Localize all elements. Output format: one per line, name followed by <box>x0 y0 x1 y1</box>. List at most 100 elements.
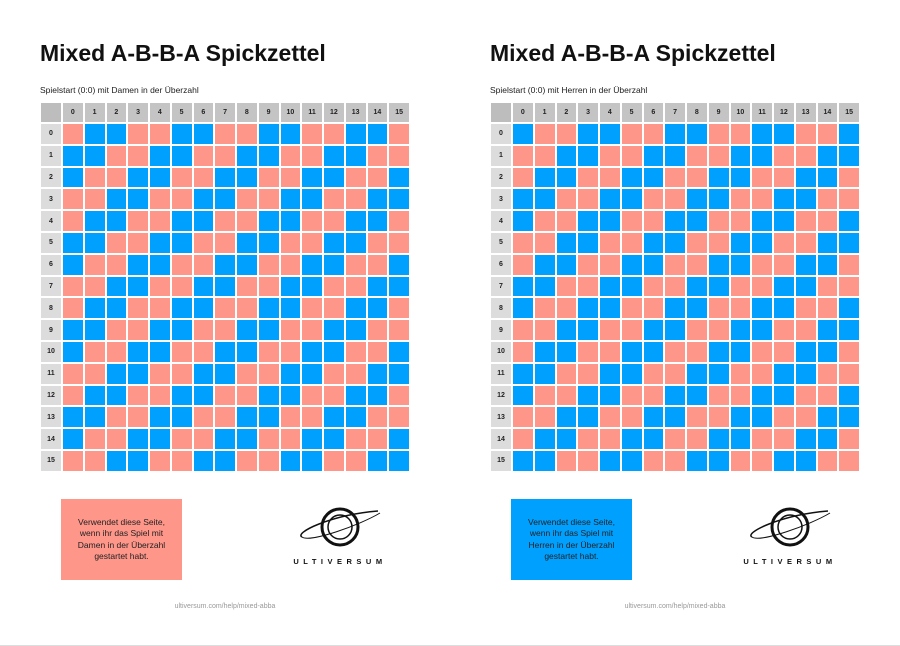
grid-cell <box>257 297 280 320</box>
grid-cell <box>838 362 860 385</box>
grid-cell <box>816 166 839 189</box>
grid-cell <box>388 275 410 298</box>
grid-cell <box>773 297 795 320</box>
grid-cell <box>664 428 686 450</box>
grid-cell <box>62 384 84 407</box>
grid-cell <box>664 449 686 472</box>
grid-cell <box>323 319 345 341</box>
grid-cell <box>344 449 367 472</box>
grid-cell <box>83 428 106 450</box>
grid-cell <box>83 144 106 167</box>
grid-cell <box>620 406 643 429</box>
grid-cell <box>642 340 665 363</box>
grid-cell <box>257 449 280 472</box>
grid-cell <box>729 166 752 189</box>
grid-cell <box>344 319 367 341</box>
column-header: 13 <box>344 102 367 123</box>
grid-cell <box>751 210 773 232</box>
grid-cell <box>127 362 149 385</box>
help-url[interactable]: ultiversum.com/help/mixed-abba <box>174 603 276 610</box>
grid-cell <box>149 166 171 189</box>
grid-cell <box>664 297 686 320</box>
grid-cell <box>301 319 323 341</box>
grid-cell <box>794 210 817 232</box>
grid-cell <box>751 166 773 189</box>
column-header: 11 <box>301 102 323 123</box>
grid-cell <box>707 449 730 472</box>
grid-cell <box>105 340 128 363</box>
grid-cell <box>257 188 280 211</box>
grid-cell <box>388 166 410 189</box>
row-header: 13 <box>490 406 512 429</box>
grid-cell <box>366 297 389 320</box>
grid-cell <box>555 406 578 429</box>
help-url[interactable]: ultiversum.com/help/mixed-abba <box>624 603 726 610</box>
grid-cell <box>838 384 860 407</box>
row-header: 11 <box>40 362 62 385</box>
grid-cell <box>751 406 773 429</box>
grid-cell <box>620 428 643 450</box>
grid-cell <box>192 210 215 232</box>
grid-cell <box>323 275 345 298</box>
grid-cell <box>323 231 345 254</box>
grid-cell <box>686 449 708 472</box>
grid-cell <box>707 428 730 450</box>
grid-cell <box>192 449 215 472</box>
grid-cell <box>512 210 534 232</box>
row-header: 10 <box>490 340 512 363</box>
grid-cell <box>62 231 84 254</box>
grid-cell <box>83 449 106 472</box>
grid-cell <box>577 144 599 167</box>
grid-cell <box>323 210 345 232</box>
grid-cell <box>533 188 556 211</box>
grid-cell <box>751 428 773 450</box>
grid-cell <box>149 319 171 341</box>
row-header: 4 <box>40 210 62 232</box>
grid-cell <box>236 166 258 189</box>
grid-cell <box>664 231 686 254</box>
grid-cell <box>127 297 149 320</box>
grid-cell <box>664 166 686 189</box>
grid-cell <box>170 362 193 385</box>
grid-cell <box>170 188 193 211</box>
grid-cell <box>729 123 752 145</box>
grid-cell <box>620 362 643 385</box>
grid-cell <box>257 253 280 276</box>
grid-cell <box>838 123 860 145</box>
grid-cell <box>555 362 578 385</box>
grid-cell <box>794 297 817 320</box>
grid-cell <box>816 384 839 407</box>
grid-cell <box>751 144 773 167</box>
usage-note: Verwendet diese Seite, wenn ihr das Spie… <box>511 499 632 580</box>
grid-cell <box>170 275 193 298</box>
grid-cell <box>555 340 578 363</box>
grid-cell <box>83 275 106 298</box>
grid-cell <box>149 144 171 167</box>
grid-cell <box>388 362 410 385</box>
grid-cell <box>214 319 236 341</box>
usage-note: Verwendet diese Seite, wenn ihr das Spie… <box>61 499 182 580</box>
grid-cell <box>533 362 556 385</box>
grid-cell <box>794 275 817 298</box>
grid-cell <box>214 210 236 232</box>
grid-cell <box>192 384 215 407</box>
grid-cell <box>388 297 410 320</box>
grid-cell <box>555 144 578 167</box>
grid-cell <box>664 340 686 363</box>
grid-cell <box>214 340 236 363</box>
row-header: 8 <box>490 297 512 320</box>
grid-cell <box>236 319 258 341</box>
grid-cell <box>301 231 323 254</box>
grid-cell <box>751 340 773 363</box>
grid-cell <box>555 384 578 407</box>
row-header: 0 <box>490 123 512 145</box>
grid-cell <box>816 275 839 298</box>
grid-cell <box>794 428 817 450</box>
grid-cell <box>192 340 215 363</box>
grid-cell <box>388 123 410 145</box>
grid-cell <box>149 384 171 407</box>
logo-text: ULTIVERSUM <box>293 557 387 566</box>
grid-cell <box>773 166 795 189</box>
row-header: 9 <box>490 319 512 341</box>
grid-cell <box>620 275 643 298</box>
